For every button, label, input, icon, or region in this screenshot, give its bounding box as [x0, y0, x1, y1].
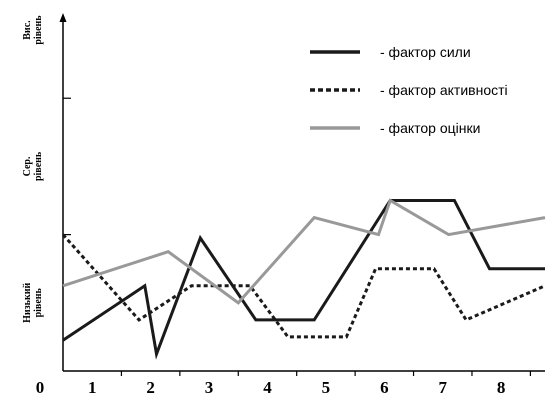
y-level-label-line2: рівень: [33, 15, 44, 45]
y-level-label-line1: Сер.: [22, 156, 33, 176]
y-level-label: Сер. рівень: [22, 151, 44, 181]
x-tick-label: 6: [380, 378, 389, 397]
x-tick-label: 2: [146, 378, 155, 397]
x-tick-label: 5: [322, 378, 331, 397]
y-level-label-line2: рівень: [33, 287, 44, 317]
series-line: [63, 235, 545, 337]
y-level-label-line2: рівень: [33, 151, 44, 181]
legend-label: - фактор активності: [380, 82, 508, 98]
y-level-label: Вис. рівень: [22, 15, 44, 45]
y-level-label-line1: Низький: [22, 283, 33, 323]
x-tick-label: 7: [439, 378, 448, 397]
legend: - фактор сили - фактор активності - фактор…: [310, 44, 508, 136]
legend-label: - фактор оцінки: [380, 120, 480, 136]
y-level-label: Низький рівень: [22, 283, 44, 323]
series-line: [63, 201, 545, 303]
y-axis-arrow: [60, 13, 67, 22]
legend-label: - фактор сили: [380, 44, 471, 60]
series-group: [63, 201, 545, 355]
x-tick-label: 3: [205, 378, 214, 397]
y-ticks: [63, 98, 71, 234]
axes: [60, 13, 546, 371]
y-level-label-line1: Вис.: [22, 20, 33, 40]
x-tick-label: 4: [263, 378, 272, 397]
x-tick-label: 8: [497, 378, 506, 397]
x-tick-label: 1: [88, 378, 97, 397]
series-line: [63, 201, 545, 355]
x-tick-label: 0: [36, 378, 45, 397]
x-ticks: 0 1 2 3 4 5 6 7 8: [36, 371, 531, 397]
